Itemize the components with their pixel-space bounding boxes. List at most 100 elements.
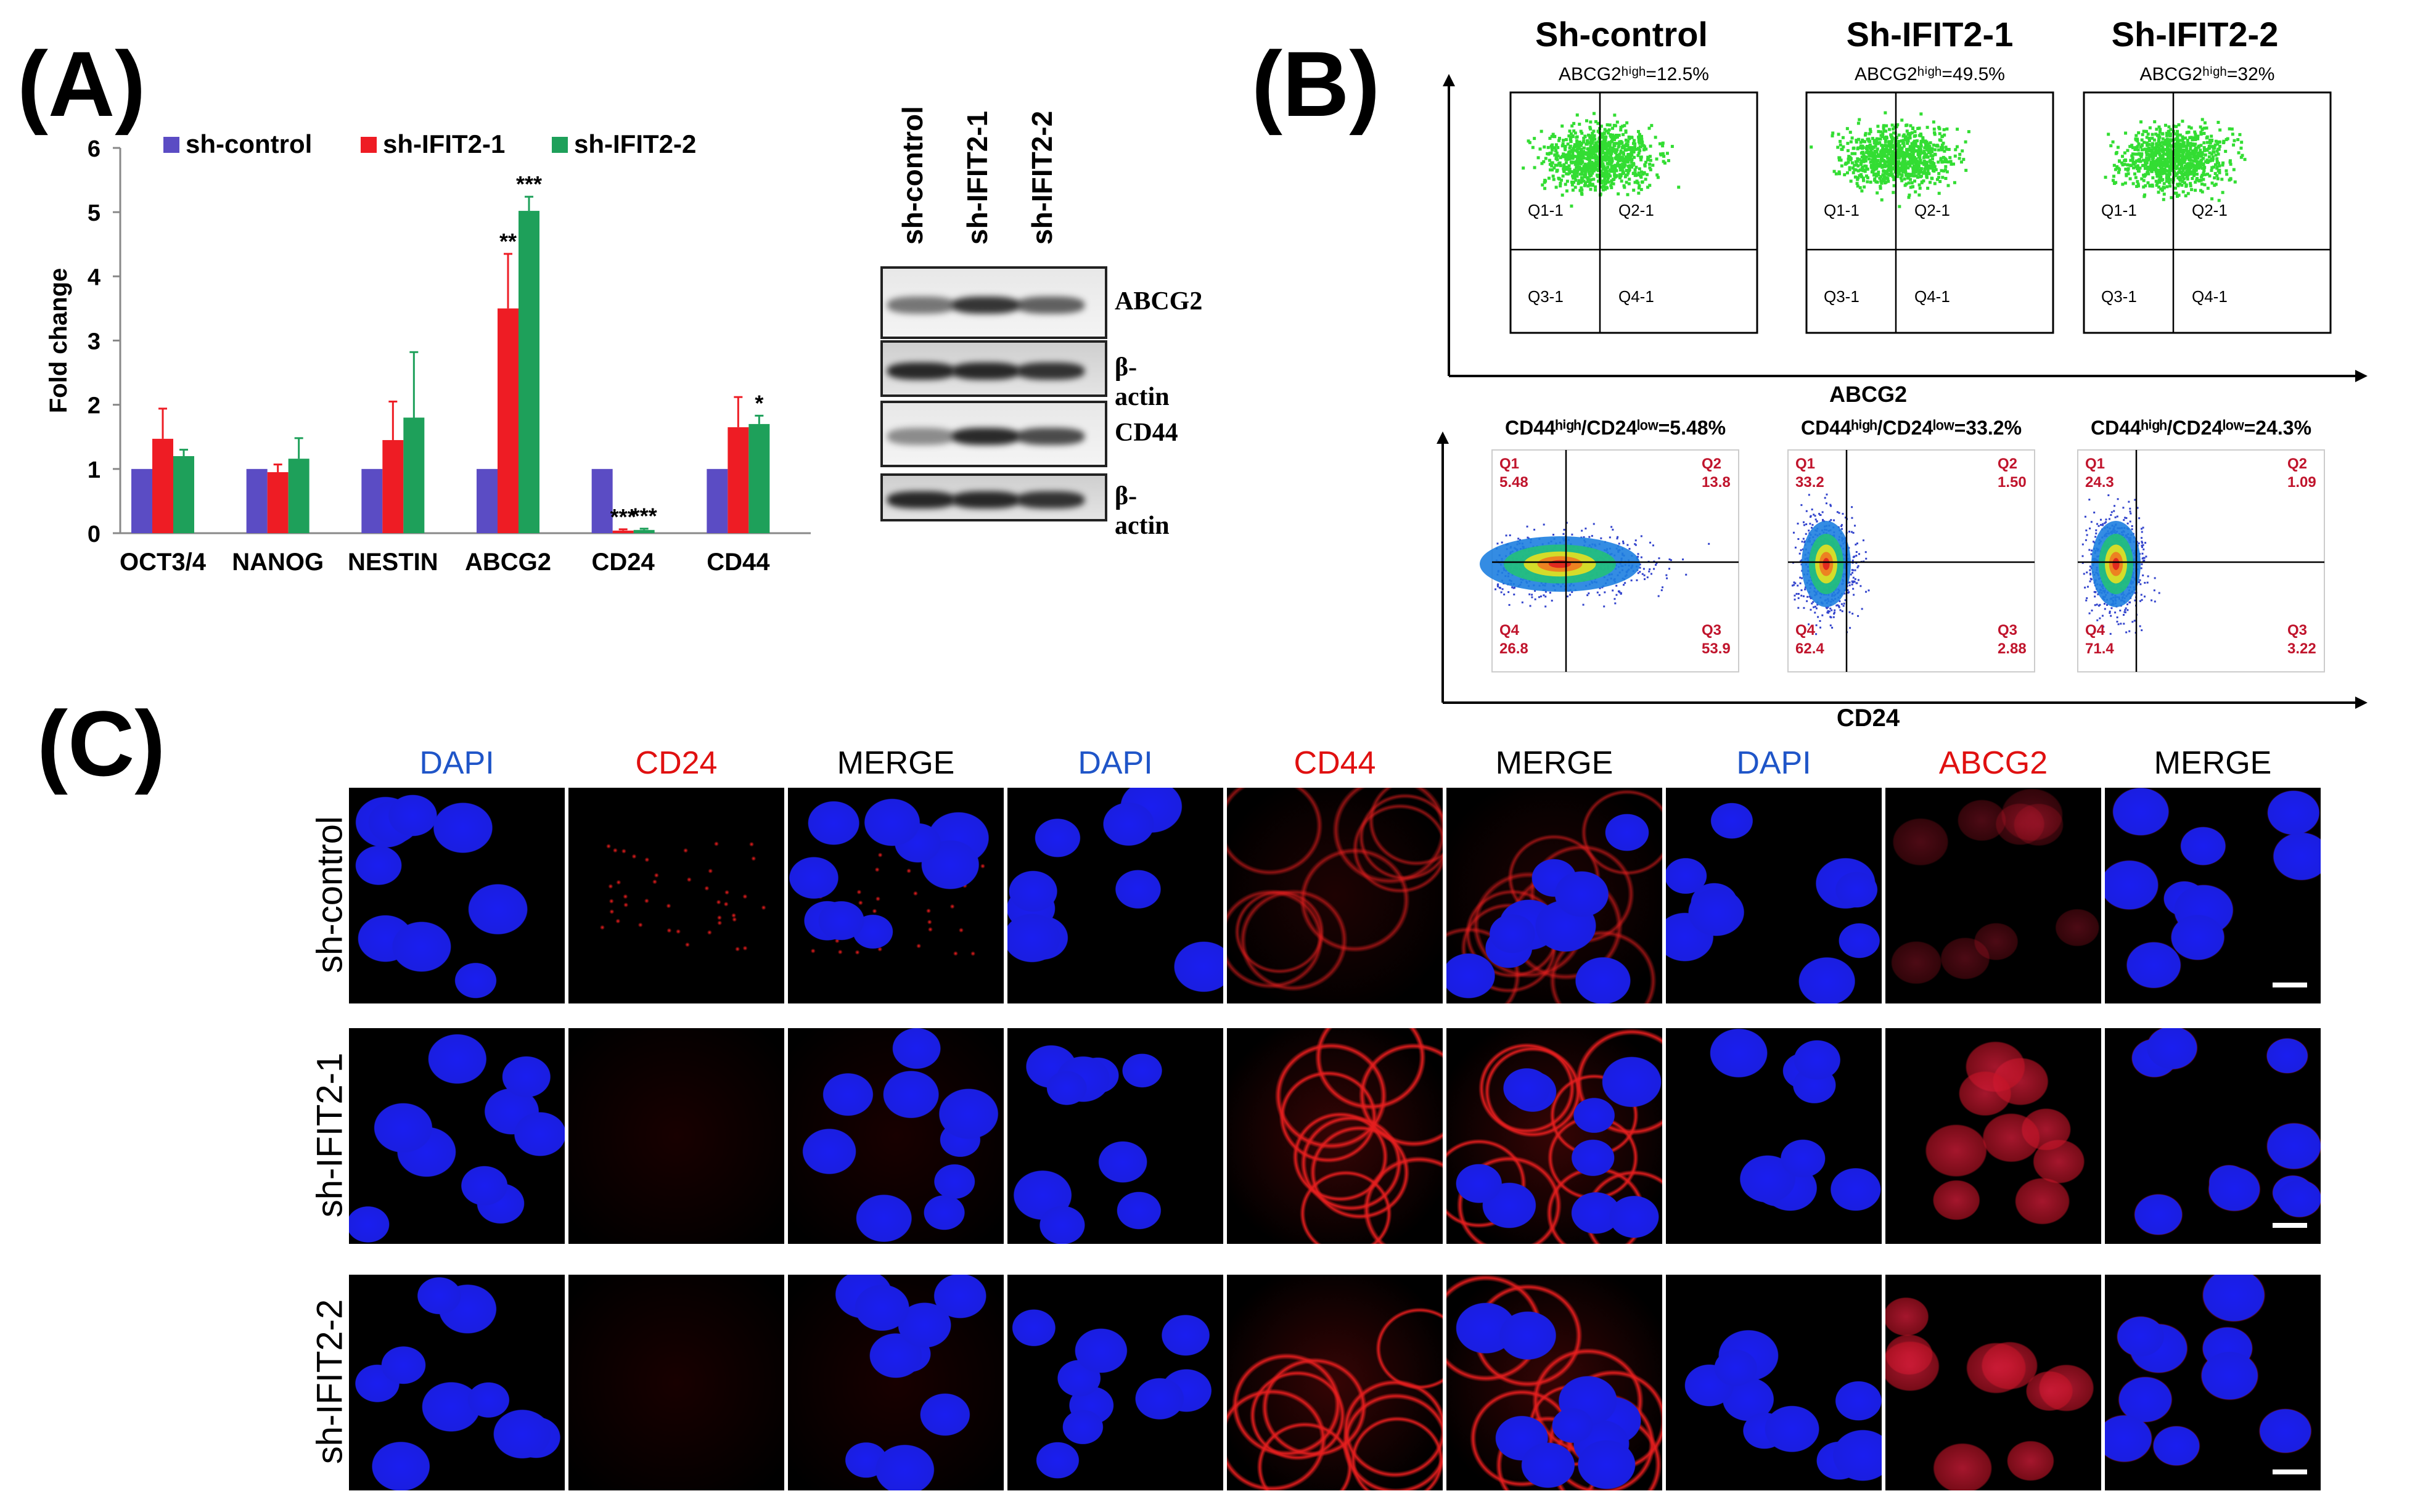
gfp-event — [1612, 182, 1615, 186]
gfp-event — [2185, 175, 2189, 179]
gfp-event — [2144, 150, 2148, 154]
gfp-event — [2175, 125, 2178, 128]
gfp-event — [1858, 174, 1861, 178]
y-tick-label: 2 — [88, 393, 100, 419]
gfp-event — [1871, 158, 1874, 161]
gfp-event — [2210, 152, 2214, 156]
gfp-event — [2238, 133, 2242, 136]
flow-cytometry-panel: Sh-controlSh-IFIT2-1Sh-IFIT2-2GFPABCG2AB… — [1437, 15, 2368, 727]
gfp-event — [2128, 177, 2132, 181]
gfp-event — [1916, 145, 1920, 149]
cd-event — [1528, 593, 1531, 595]
gfp-event — [1913, 158, 1916, 161]
gfp-event — [1892, 144, 1896, 148]
cd-event — [1800, 504, 1803, 506]
blot-lane-label: sh-control — [896, 106, 929, 245]
panel-c-label: (C) — [37, 692, 166, 795]
quadrant-percentage: 62.4 — [1795, 640, 1824, 657]
gfp-event — [1571, 188, 1575, 192]
gfp-event — [2181, 141, 2185, 145]
cd-event — [1543, 523, 1545, 526]
gfp-event — [1556, 168, 1559, 172]
cd-event — [2146, 581, 2149, 584]
cd-event — [1543, 594, 1545, 597]
gfp-event — [1848, 168, 1851, 171]
cd-event — [2104, 522, 2106, 525]
gfp-event — [2176, 137, 2179, 141]
gfp-event — [1940, 160, 1944, 164]
gfp-event — [1622, 152, 1625, 156]
quadrant-percentage: 53.9 — [1702, 640, 1731, 657]
gfp-event — [2187, 150, 2191, 153]
gfp-event — [1871, 169, 1874, 173]
cd-event — [1808, 595, 1811, 598]
gfp-event — [1630, 158, 1634, 161]
cd-event — [1794, 582, 1797, 584]
cd-event — [1630, 579, 1633, 582]
gfp-event — [1872, 145, 1876, 149]
gfp-event — [2194, 136, 2198, 139]
gfp-event — [2168, 132, 2172, 136]
micrograph-tile — [1007, 788, 1223, 1003]
gfp-event — [1884, 111, 1887, 115]
gfp-event — [2142, 185, 2146, 189]
gfp-event — [1863, 140, 1867, 144]
gfp-event — [1884, 138, 1887, 142]
gfp-event — [1635, 179, 1639, 183]
cd-event — [1826, 493, 1828, 496]
cd-event — [1507, 591, 1510, 594]
gfp-event — [2148, 153, 2152, 157]
y-tick-label: 1 — [88, 457, 100, 483]
gfp-event — [1890, 135, 1893, 139]
gfp-event — [1901, 157, 1905, 161]
gfp-event — [2212, 147, 2215, 150]
gfp-event — [2165, 147, 2169, 151]
gfp-event — [1575, 139, 1579, 143]
gfp-event — [1585, 119, 1589, 123]
gfp-event — [2167, 176, 2171, 179]
condition-label: sh-IFIT2-1 — [310, 1052, 350, 1218]
gfp-event — [2123, 159, 2126, 163]
gfp-event — [2174, 186, 2178, 190]
gfp-event — [1569, 154, 1573, 158]
gfp-event — [1541, 183, 1544, 187]
gfp-event — [1604, 144, 1608, 147]
cd-event — [1794, 594, 1796, 597]
gfp-event — [1607, 148, 1611, 152]
gfp-event — [1663, 161, 1667, 165]
gfp-event — [1646, 186, 1650, 189]
cd-event — [1634, 543, 1636, 546]
gfp-event — [1559, 164, 1563, 168]
gfp-event — [1863, 133, 1867, 137]
gfp-event — [2160, 141, 2164, 144]
gfp-event — [2184, 136, 2187, 140]
gfp-event — [1554, 149, 1558, 152]
flow-column-title: Sh-IFIT2-2 — [2112, 15, 2279, 54]
gfp-event — [1893, 147, 1897, 151]
quadrant-name: Q2 — [2287, 456, 2307, 472]
cd-event — [2086, 586, 2089, 588]
gfp-event — [2112, 163, 2116, 167]
gfp-event — [2121, 182, 2125, 186]
cd-event — [2103, 603, 2105, 605]
gfp-event — [1870, 147, 1874, 150]
gfp-event — [1582, 156, 1586, 160]
gfp-event — [1608, 123, 1612, 127]
gfp-event — [2123, 181, 2127, 185]
gfp-event — [1645, 173, 1649, 176]
cd-event — [1849, 627, 1851, 629]
gfp-event — [1928, 181, 1932, 184]
gfp-stat-label: ABCG2ʰⁱᵍʰ=49.5% — [1855, 64, 2005, 84]
gfp-event — [1885, 154, 1889, 158]
gfp-event — [1580, 170, 1584, 174]
gfp-event — [1547, 176, 1551, 180]
gfp-event — [1856, 121, 1860, 125]
gfp-event — [1872, 173, 1876, 177]
gfp-event — [2146, 181, 2150, 185]
gfp-event — [1914, 144, 1917, 147]
cd-event — [2158, 592, 2160, 594]
cd-event — [2114, 516, 2117, 518]
gfp-event — [1612, 123, 1616, 127]
gfp-event — [2165, 176, 2168, 179]
gfp-event — [2186, 144, 2189, 147]
